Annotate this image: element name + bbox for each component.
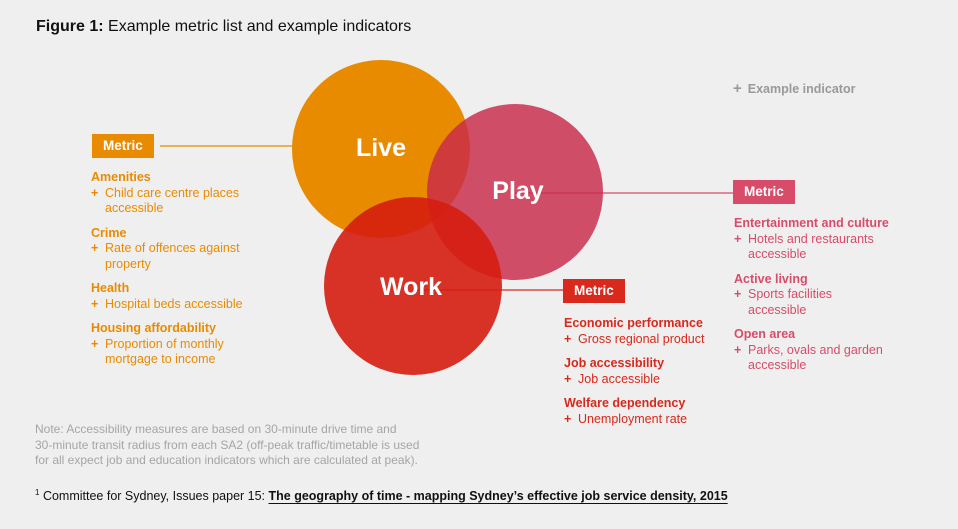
- footnote-reference-link[interactable]: The geography of time - mapping Sydney’s…: [268, 489, 728, 503]
- play-metric-list: Entertainment and culture + Hotels and re…: [734, 216, 944, 374]
- plus-icon: +: [91, 296, 99, 311]
- indicator-text: Sports facilities: [748, 287, 833, 301]
- indicator-item: + Unemployment rate: [564, 412, 734, 428]
- indicator-item: + Parks, ovals and garden accessible: [734, 343, 944, 374]
- indicator-text: Proportion of monthly: [105, 336, 224, 351]
- plus-icon: +: [734, 342, 742, 357]
- live-metric-list: Amenities + Child care centre places acces…: [91, 170, 291, 368]
- indicator-item: + Job accessible: [564, 372, 734, 388]
- indicator-item: + Hospital beds accessible: [91, 297, 291, 313]
- indicator-item: + Proportion of monthly mortgage to income: [91, 337, 291, 368]
- live-label: Live: [356, 134, 406, 162]
- indicator-text: Parks, ovals and garden: [748, 342, 883, 357]
- figure-title-text: Example metric list and example indicato…: [108, 18, 412, 35]
- metric-amenities: Amenities: [91, 170, 151, 184]
- metric-active-living: Active living: [734, 271, 808, 286]
- footnote: 1 Committee for Sydney, Issues paper 15:…: [35, 488, 728, 503]
- metric-crime: Crime: [91, 225, 127, 240]
- plus-icon: +: [564, 411, 572, 426]
- indicator-text: property: [105, 256, 151, 271]
- work-label: Work: [380, 273, 442, 301]
- note-line: 30-minute transit radius from each SA2 (…: [35, 437, 420, 452]
- metric-job-accessibility: Job accessibility: [564, 356, 665, 370]
- figure-title: Figure 1: Example metric list and exampl…: [36, 18, 411, 36]
- work-metric-list: Economic performance + Gross regional pro…: [564, 316, 734, 427]
- indicator-text: accessible: [748, 302, 807, 317]
- metric-welfare-dependency: Welfare dependency: [564, 396, 686, 410]
- metric-open-area: Open area: [734, 327, 796, 341]
- indicator-text: accessible: [105, 201, 164, 215]
- indicator-text: mortgage to income: [105, 352, 216, 366]
- metric-entertainment-and-culture: Entertainment and culture: [734, 216, 889, 230]
- plus-icon: +: [564, 371, 572, 386]
- plus-icon: +: [733, 80, 742, 97]
- indicator-text: Rate of offences against: [105, 241, 240, 255]
- play-label: Play: [492, 177, 544, 205]
- indicator-text: Hospital beds accessible: [105, 296, 243, 311]
- note-text: Note: Accessibility measures are based o…: [35, 422, 465, 469]
- plus-icon: +: [564, 331, 572, 346]
- indicator-item: + Sports facilities accessible: [734, 287, 944, 318]
- footnote-prefix: Committee for Sydney, Issues paper 15:: [42, 489, 269, 503]
- live-metric-badge: Metric: [92, 134, 154, 158]
- play-metric-badge: Metric: [733, 180, 795, 204]
- live-circle: [292, 60, 470, 238]
- indicator-item: + Gross regional product: [564, 332, 734, 348]
- work-metric-badge: Metric: [563, 279, 625, 303]
- legend-example-indicator: + Example indicator: [733, 80, 855, 97]
- metric-economic-performance: Economic performance: [564, 316, 703, 330]
- metric-housing-affordability: Housing affordability: [91, 321, 216, 335]
- indicator-text: Child care centre places: [105, 185, 240, 200]
- work-circle: [324, 197, 502, 375]
- indicator-text: Gross regional product: [578, 331, 705, 346]
- indicator-text: Hotels and restaurants: [748, 231, 874, 246]
- indicator-item: + Rate of offences against property: [91, 241, 291, 272]
- indicator-text: Unemployment rate: [578, 411, 688, 426]
- metric-health: Health: [91, 281, 130, 295]
- plus-icon: +: [734, 287, 742, 301]
- plus-icon: +: [91, 185, 99, 200]
- indicator-item: + Child care centre places accessible: [91, 186, 291, 217]
- legend-label: Example indicator: [747, 82, 856, 96]
- note-line: for all expect job and education indicat…: [35, 453, 418, 467]
- indicator-text: Job accessible: [578, 371, 660, 386]
- figure-label: Figure 1:: [36, 18, 104, 35]
- plus-icon: +: [734, 231, 742, 246]
- indicator-item: + Hotels and restaurants accessible: [734, 232, 944, 263]
- indicator-text: accessible: [748, 358, 807, 372]
- plus-icon: +: [91, 241, 99, 255]
- note-line: Note: Accessibility measures are based o…: [35, 422, 397, 436]
- footnote-marker: 1: [35, 488, 40, 497]
- plus-icon: +: [91, 336, 99, 351]
- indicator-text: accessible: [748, 247, 807, 261]
